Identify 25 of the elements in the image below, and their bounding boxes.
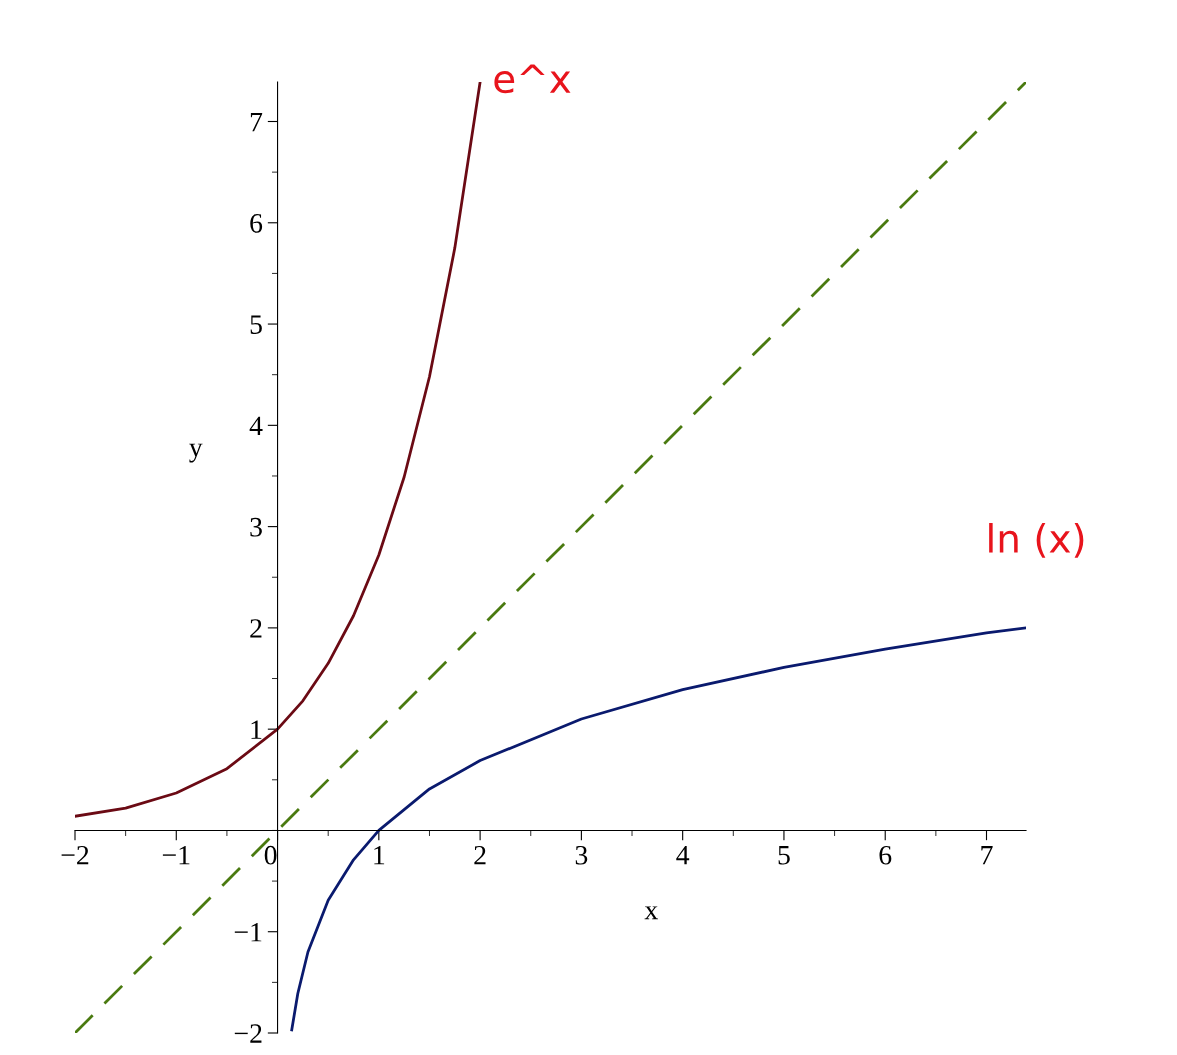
x-tick-label: 2 xyxy=(474,845,486,865)
x-axis-title: x xyxy=(644,906,658,920)
x-tick-label: −2 xyxy=(61,845,89,865)
x-tick-label: 3 xyxy=(575,845,588,865)
y-tick-label: 6 xyxy=(250,214,263,233)
x-tick-label: 7 xyxy=(981,846,993,865)
x-tick-label: 4 xyxy=(676,846,690,865)
y-tick-label: −2 xyxy=(234,1024,262,1043)
x-tick-label: 0 xyxy=(264,845,277,865)
y-tick-label: 7 xyxy=(250,112,263,132)
line-series xyxy=(290,626,1026,1032)
series-label: ln (x) xyxy=(989,522,1084,558)
y-tick-label: 2 xyxy=(250,619,262,638)
series-label: e^x xyxy=(494,64,571,94)
x-tick-label: −1 xyxy=(162,845,190,865)
x-tick-label: 5 xyxy=(778,846,790,865)
x-tick-label: 6 xyxy=(879,845,892,865)
x-tick-label: 1 xyxy=(374,845,385,865)
y-tick-label: 1 xyxy=(251,720,262,739)
y-tick-label: −1 xyxy=(234,923,262,942)
y-tick-label: 3 xyxy=(250,517,262,537)
y-tick-label: 5 xyxy=(250,315,262,334)
y-axis-title: y xyxy=(189,443,203,463)
line-series xyxy=(75,82,482,818)
y-tick-label: 4 xyxy=(249,416,263,435)
